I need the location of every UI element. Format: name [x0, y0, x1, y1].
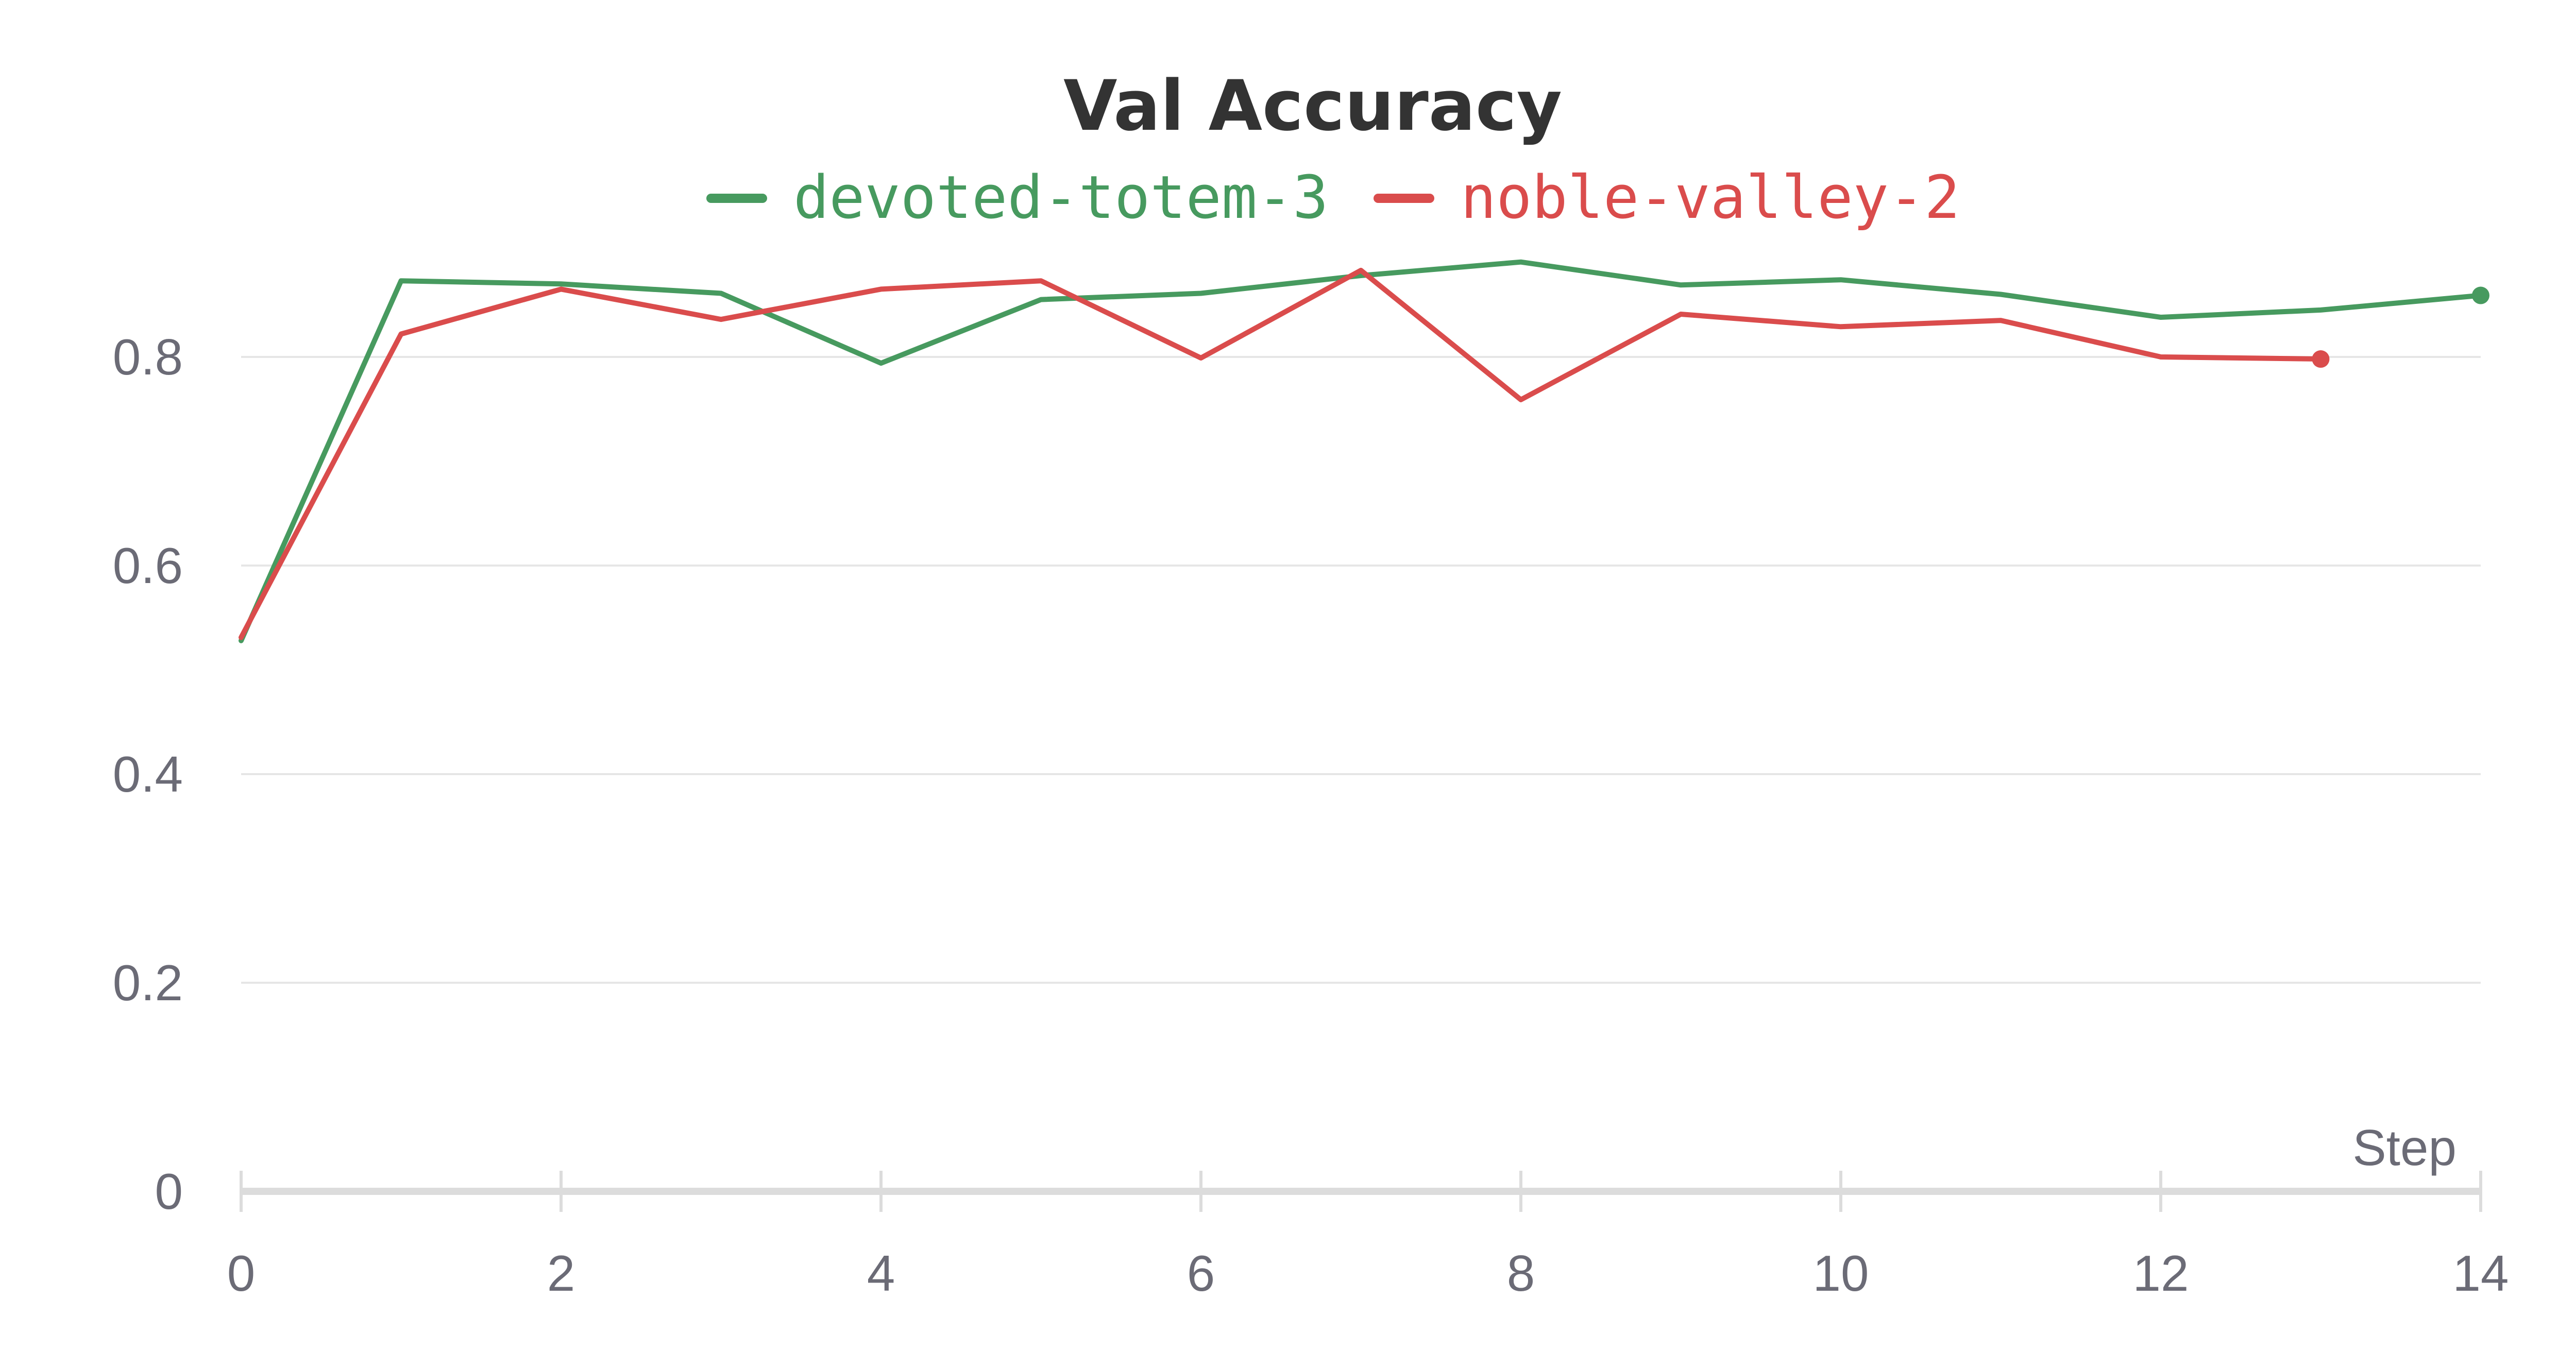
chart-title: Val Accuracy [1063, 65, 1562, 146]
y-tick-label: 0.6 [113, 537, 183, 594]
series-line-noble-valley-2 [239, 267, 2324, 640]
x-tick-label: 12 [2132, 1245, 2189, 1302]
x-tick-label: 4 [867, 1245, 895, 1302]
x-axis-label: Step [2352, 1119, 2456, 1176]
y-tick-label: 0 [155, 1163, 183, 1220]
series-endpoint-noble-valley-2 [2312, 350, 2330, 368]
legend-label: devoted-totem-3 [793, 163, 1329, 232]
plot-area [239, 259, 2489, 643]
series-line-devoted-totem-3 [239, 259, 2483, 643]
x-tick-label: 14 [2452, 1245, 2509, 1302]
y-tick-label: 0.2 [113, 954, 183, 1011]
y-axis: 0 0.2 0.4 0.6 0.8 [113, 329, 183, 1220]
x-tick-label: 6 [1187, 1245, 1215, 1302]
y-tick-label: 0.8 [113, 329, 183, 385]
x-tick-label: 10 [1812, 1245, 1869, 1302]
legend-label: noble-valley-2 [1461, 163, 1960, 232]
y-tick-label: 0.4 [113, 746, 183, 802]
series-endpoint-devoted-totem-3 [2472, 286, 2489, 304]
x-axis: 0 2 4 6 8 10 12 14 [227, 1171, 2509, 1302]
x-tick-label: 2 [547, 1245, 575, 1302]
x-tick-label: 0 [227, 1245, 256, 1302]
gridlines [241, 356, 2481, 984]
x-tick-label: 8 [1507, 1245, 1535, 1302]
legend: devoted-totem-3 noble-valley-2 [706, 163, 1960, 232]
